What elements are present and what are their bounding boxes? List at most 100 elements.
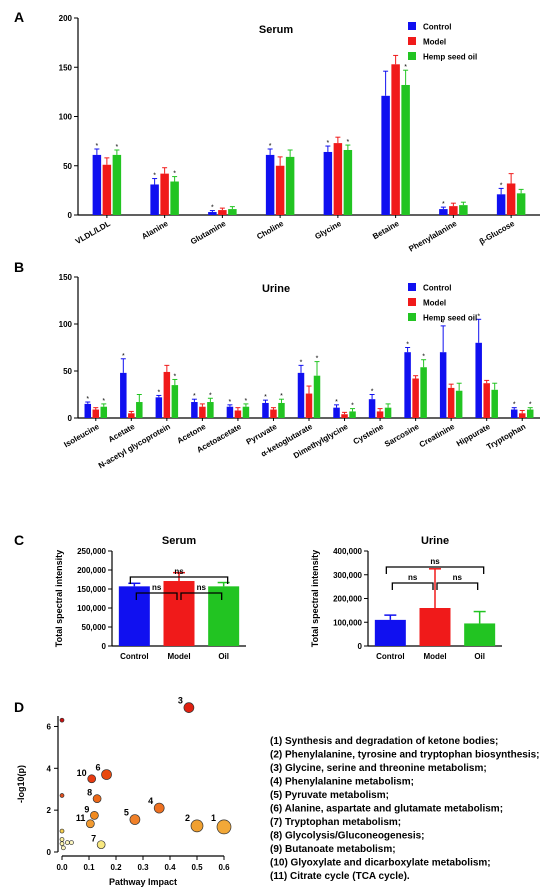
- y-axis-label: -log10(p): [16, 765, 26, 803]
- category-label: Glutamine: [189, 219, 228, 247]
- y-tick-label: 4: [47, 764, 52, 773]
- pathway-point: [59, 841, 65, 846]
- pathway-point: [101, 769, 112, 780]
- bar: [163, 371, 171, 418]
- bar: [412, 378, 419, 418]
- significance-mark: *: [335, 399, 338, 406]
- legend-swatch: [408, 283, 416, 291]
- x-tick-label: 0.1: [83, 863, 95, 872]
- category-label: Sarcosine: [383, 422, 421, 449]
- significance-mark: *: [513, 402, 516, 409]
- significance-mark: *: [269, 143, 272, 150]
- bar: [384, 407, 392, 418]
- x-tick-label: 0.6: [218, 863, 230, 872]
- bar: [171, 385, 179, 418]
- bar: [92, 154, 102, 215]
- chart-a: 0 50 100 150 200 * * VLDL/LDL * * Alanine * Glutamin…: [59, 14, 540, 254]
- chart-c1: 0 50,000 100,000 150,000 200,000 250,000 Contr…: [54, 535, 246, 661]
- y-tick-label: 400,000: [333, 547, 362, 556]
- y-tick-label: 0: [47, 848, 52, 857]
- legend-swatch: [408, 313, 416, 321]
- bar: [459, 205, 468, 215]
- pathway-point-label: 5: [124, 808, 129, 818]
- significance-mark: *: [300, 359, 303, 366]
- bar: [112, 154, 122, 215]
- pathway-point-label: 4: [148, 796, 153, 806]
- pathway-legend-item: (9) Butanoate metabolism;: [270, 844, 396, 855]
- category-label: Alanine: [140, 219, 170, 242]
- significance-bracket: [391, 582, 434, 590]
- legend-swatch: [408, 22, 416, 30]
- significance-mark: *: [173, 373, 176, 380]
- x-axis-label: Pathway Impact: [109, 877, 177, 887]
- x-tick-label: 0.4: [164, 863, 176, 872]
- category-label: VLDL/LDL: [74, 219, 112, 246]
- bar: [341, 414, 348, 418]
- bar: [419, 608, 451, 646]
- bar: [439, 209, 448, 215]
- bar: [163, 581, 195, 646]
- chart-title: Urine: [262, 283, 290, 295]
- pathway-point: [59, 828, 65, 834]
- y-tick-label: 0: [68, 414, 73, 423]
- significance-mark: *: [193, 393, 196, 400]
- pathway-point: [69, 840, 74, 845]
- significance-mark: *: [245, 398, 248, 405]
- significance-mark: *: [116, 144, 119, 151]
- significance-mark: *: [122, 353, 125, 360]
- pathway-point: [153, 802, 165, 814]
- bar: [228, 209, 237, 215]
- significance-mark: *: [477, 313, 480, 320]
- bar: [447, 387, 455, 418]
- y-tick-label: 150: [59, 63, 73, 72]
- bar: [265, 154, 275, 215]
- bar: [120, 372, 127, 418]
- y-tick-label: 2: [47, 806, 52, 815]
- significance-mark: *: [316, 356, 319, 363]
- bar: [491, 389, 498, 418]
- pathway-point: [190, 819, 204, 833]
- chart-d: 0 2 4 6 0.0 0.1 0.2 0.3 0.4 0.5 0.6 Pathway Impact -…: [16, 696, 540, 887]
- bar: [323, 151, 333, 215]
- pathway-point: [65, 840, 70, 845]
- pathway-point: [90, 811, 99, 820]
- bar: [218, 210, 227, 215]
- y-tick-label: 50: [63, 367, 72, 376]
- bar: [391, 64, 400, 215]
- significance-bracket: [129, 576, 229, 584]
- bar: [242, 406, 250, 418]
- bar: [285, 156, 295, 215]
- bar: [483, 383, 490, 418]
- chart-title: Urine: [421, 535, 449, 547]
- y-tick-label: 250,000: [77, 547, 106, 556]
- category-label: Betaine: [371, 219, 401, 242]
- pathway-legend-item: (6) Alanine, aspartate and glutamate met…: [270, 804, 503, 815]
- significance-mark: *: [442, 320, 445, 327]
- significance-mark: *: [371, 389, 374, 396]
- category-label: Cysteine: [352, 422, 386, 447]
- bar: [208, 586, 240, 646]
- bar: [464, 623, 496, 646]
- significance-mark: *: [422, 354, 425, 361]
- bar: [401, 84, 410, 215]
- legend-swatch: [408, 52, 416, 60]
- legend-swatch: [408, 298, 416, 306]
- y-tick-label: 150,000: [77, 585, 106, 594]
- bar: [313, 375, 321, 418]
- bar: [170, 181, 179, 215]
- pathway-legend-item: (2) Phenylalanine, tyrosine and tryptoph…: [270, 750, 540, 761]
- bar: [381, 95, 390, 215]
- bar: [226, 406, 234, 418]
- significance-bracket: [135, 592, 178, 600]
- chart-title: Serum: [162, 535, 196, 547]
- category-label: Oil: [218, 652, 229, 661]
- panel-label-b: B: [14, 259, 24, 275]
- bar: [518, 413, 526, 418]
- legend-swatch: [408, 37, 416, 45]
- significance-mark: *: [102, 398, 105, 405]
- y-tick-label: 50,000: [82, 623, 107, 632]
- bar: [118, 586, 150, 646]
- pathway-point: [60, 845, 66, 851]
- significance-bracket: [180, 592, 223, 600]
